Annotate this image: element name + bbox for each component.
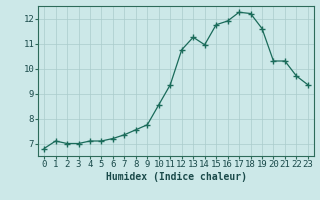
- X-axis label: Humidex (Indice chaleur): Humidex (Indice chaleur): [106, 172, 246, 182]
